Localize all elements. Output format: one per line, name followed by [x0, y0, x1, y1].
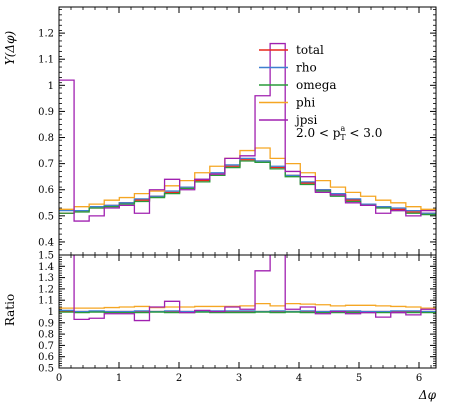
- ratio-ytick-label: 0.8: [38, 330, 54, 341]
- series-phi-line: [59, 147, 436, 210]
- main-ytick-label: 1.2: [38, 29, 54, 40]
- series-omega-ratio-line: [59, 311, 436, 314]
- annotation-superscript: a: [340, 124, 345, 133]
- legend-label-omega: omega: [296, 78, 337, 92]
- main-ytick-label: 1.1: [38, 55, 54, 66]
- ratio-xtick-label: 3: [236, 373, 242, 384]
- series-rho-line: [59, 157, 436, 214]
- main-ylabel: Y(Δφ): [3, 31, 17, 66]
- legend-label-jpsi: jpsi: [294, 113, 318, 127]
- ratio-xtick-label: 0: [56, 373, 62, 384]
- legend-label-rho: rho: [296, 61, 317, 75]
- series-jpsi-line: [59, 42, 436, 222]
- ratio-ytick-label: 1.5: [38, 251, 54, 262]
- ratio-xtick-label: 6: [416, 373, 422, 384]
- ratio-ytick-label: 0.6: [38, 352, 54, 363]
- ratio-ytick-label: 1.3: [38, 273, 54, 284]
- series-jpsi-ratio-line: [73, 255, 436, 322]
- series-rho-ratio-line: [59, 309, 436, 313]
- ratio-ytick-label: 0.9: [38, 318, 54, 329]
- main-panel-series: [59, 42, 436, 222]
- kinematic-annotation: 2.0 < pa T < 3.0: [296, 124, 382, 142]
- main-ytick-label: 0.5: [38, 211, 54, 222]
- annotation-subscript: T: [340, 133, 346, 142]
- legend-label-total: total: [296, 43, 324, 57]
- ratio-panel-series: [59, 255, 436, 322]
- ratio-ytick-label: 1: [48, 307, 54, 318]
- ratio-ylabel: Ratio: [3, 294, 17, 326]
- xlabel: Δφ: [418, 388, 437, 402]
- annotation-tail: < 3.0: [346, 126, 383, 140]
- ratio-panel-frame: [58, 254, 437, 369]
- ratio-xtick-label: 4: [296, 373, 302, 384]
- annotation-text: 2.0 < p: [296, 126, 341, 140]
- ratio-xtick-label: 1: [116, 373, 122, 384]
- ratio-ytick-label: 1.2: [38, 284, 54, 295]
- ratio-ytick-label: 0.5: [38, 364, 54, 375]
- ratio-xtick-label: 5: [356, 373, 362, 384]
- main-ytick-label: 0.6: [38, 185, 54, 196]
- main-ytick-label: 0.4: [38, 237, 54, 248]
- legend-label-phi: phi: [296, 96, 315, 110]
- ratio-xtick-label: 2: [176, 373, 182, 384]
- ratio-ytick-label: 1.4: [38, 262, 54, 273]
- ratio-ytick-label: 1.1: [38, 296, 54, 307]
- main-ytick-label: 0.7: [38, 159, 54, 170]
- legend: total rho omega phi jpsi: [259, 43, 337, 127]
- main-ytick-label: 0.8: [38, 133, 54, 144]
- main-ytick-label: 1: [48, 81, 54, 92]
- ratio-ytick-label: 0.7: [38, 341, 54, 352]
- main-ytick-label: 0.9: [38, 107, 54, 118]
- series-phi-ratio-line: [59, 302, 436, 309]
